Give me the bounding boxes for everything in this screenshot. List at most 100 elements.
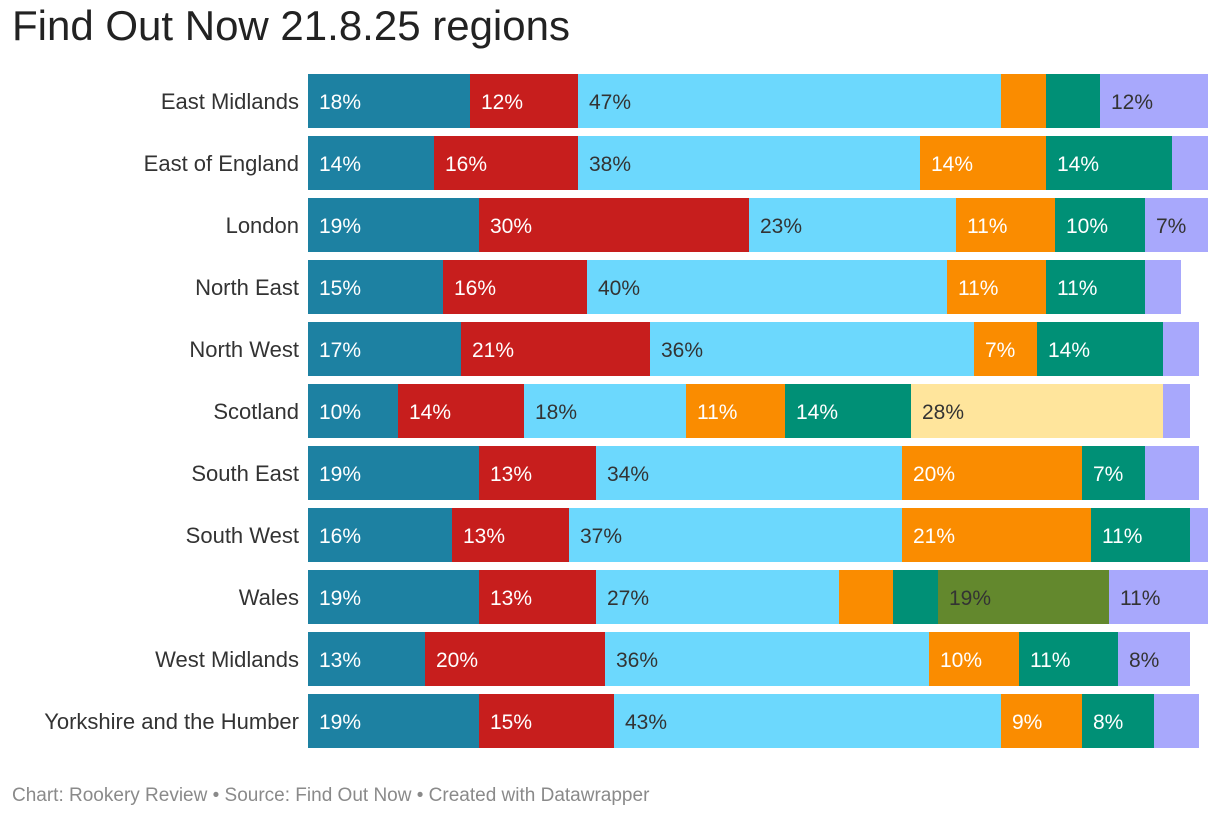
segment-value-label: 36% xyxy=(661,339,703,362)
bar-segment xyxy=(1163,322,1199,376)
row-label: Scotland xyxy=(213,399,299,424)
segment-value-label: 38% xyxy=(589,153,631,176)
chart-rows: East Midlands 18% 12% 47% 12% East of England… xyxy=(44,74,1208,748)
segment-value-label: 11% xyxy=(1120,587,1160,610)
segment-value-label: 16% xyxy=(445,153,487,176)
segment-value-label: 17% xyxy=(319,339,361,362)
bar-segment xyxy=(839,570,893,624)
segment-value-label: 28% xyxy=(922,401,964,424)
bar-segment xyxy=(308,570,479,624)
segment-value-label: 10% xyxy=(940,649,982,672)
row-label: South East xyxy=(191,461,299,486)
segment-value-label: 11% xyxy=(697,401,737,424)
bar-segment xyxy=(956,198,1055,252)
bar-segment xyxy=(1046,136,1172,190)
bar-segment xyxy=(308,322,461,376)
bar-segment xyxy=(902,446,1082,500)
bar-segment xyxy=(1082,446,1145,500)
bar-segment xyxy=(443,260,587,314)
bar-segment xyxy=(398,384,524,438)
segment-value-label: 23% xyxy=(760,215,802,238)
segment-value-label: 37% xyxy=(580,525,622,548)
bar-segment xyxy=(308,384,398,438)
segment-value-label: 14% xyxy=(1057,153,1099,176)
bar-segment xyxy=(1091,508,1190,562)
segment-value-label: 19% xyxy=(949,587,991,610)
segment-value-label: 19% xyxy=(319,587,361,610)
segment-value-label: 12% xyxy=(481,91,523,114)
segment-value-label: 8% xyxy=(1093,711,1123,734)
segment-value-label: 12% xyxy=(1111,91,1153,114)
segment-value-label: 16% xyxy=(319,525,361,548)
bar-segment xyxy=(974,322,1037,376)
bar-segment xyxy=(479,694,614,748)
segment-value-label: 16% xyxy=(454,277,496,300)
row-label: North West xyxy=(189,337,299,362)
bar-segment xyxy=(1145,446,1199,500)
segment-value-label: 47% xyxy=(589,91,631,114)
bar-segment xyxy=(902,508,1091,562)
bar-segment xyxy=(308,694,479,748)
segment-value-label: 18% xyxy=(319,91,361,114)
bar-segment xyxy=(308,198,479,252)
bar-segment xyxy=(686,384,785,438)
segment-value-label: 20% xyxy=(436,649,478,672)
segment-value-label: 7% xyxy=(1093,463,1123,486)
bar-segment xyxy=(1055,198,1145,252)
segment-value-label: 34% xyxy=(607,463,649,486)
row-label: East of England xyxy=(144,151,299,176)
segment-value-label: 7% xyxy=(1156,215,1186,238)
bar-segment xyxy=(596,570,839,624)
segment-value-label: 14% xyxy=(1048,339,1090,362)
chart-footer: Chart: Rookery Review • Source: Find Out… xyxy=(12,785,650,806)
segment-value-label: 14% xyxy=(319,153,361,176)
bar-segment xyxy=(587,260,947,314)
row-label: Yorkshire and the Humber xyxy=(44,709,299,734)
bar-segment xyxy=(308,632,425,686)
segment-value-label: 10% xyxy=(319,401,361,424)
row-label: South West xyxy=(186,523,299,548)
bar-segment xyxy=(1118,632,1190,686)
bar-segment xyxy=(425,632,605,686)
segment-value-label: 21% xyxy=(472,339,514,362)
segment-value-label: 11% xyxy=(1030,649,1070,672)
bar-segment xyxy=(893,570,938,624)
bar-segment xyxy=(911,384,1163,438)
segment-value-label: 11% xyxy=(958,277,998,300)
segment-value-label: 8% xyxy=(1129,649,1159,672)
segment-value-label: 15% xyxy=(490,711,532,734)
segment-value-label: 15% xyxy=(319,277,361,300)
segment-value-label: 11% xyxy=(1102,525,1142,548)
bar-segment xyxy=(1154,694,1199,748)
segment-value-label: 36% xyxy=(616,649,658,672)
segment-value-label: 13% xyxy=(490,587,532,610)
row-label: Wales xyxy=(239,585,299,610)
bar-segment xyxy=(1001,74,1046,128)
segment-value-label: 30% xyxy=(490,215,532,238)
bar-segment xyxy=(569,508,902,562)
bar-segment xyxy=(308,136,434,190)
bar-segment xyxy=(650,322,974,376)
segment-value-label: 19% xyxy=(319,463,361,486)
segment-value-label: 13% xyxy=(319,649,361,672)
bar-segment xyxy=(605,632,929,686)
bar-segment xyxy=(479,446,596,500)
segment-value-label: 19% xyxy=(319,215,361,238)
segment-value-label: 10% xyxy=(1066,215,1108,238)
segment-value-label: 43% xyxy=(625,711,667,734)
segment-value-label: 13% xyxy=(490,463,532,486)
segment-value-label: 7% xyxy=(985,339,1015,362)
bar-segment xyxy=(749,198,956,252)
bar-segment xyxy=(1082,694,1154,748)
row-label: North East xyxy=(195,275,299,300)
segment-value-label: 18% xyxy=(535,401,577,424)
bar-segment xyxy=(1046,74,1100,128)
bar-segment xyxy=(947,260,1046,314)
row-label: West Midlands xyxy=(155,647,299,672)
bar-segment xyxy=(1100,74,1208,128)
bar-segment xyxy=(308,74,470,128)
bar-segment xyxy=(434,136,578,190)
bar-segment xyxy=(1145,260,1181,314)
bar-segment xyxy=(785,384,911,438)
